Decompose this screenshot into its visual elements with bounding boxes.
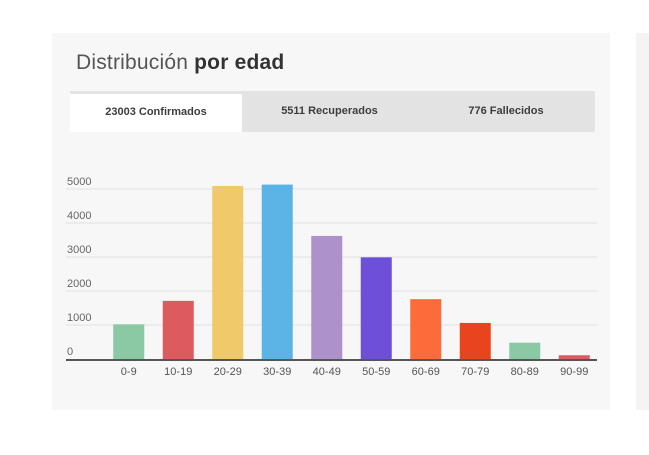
bar-80-89[interactable] xyxy=(509,342,541,359)
chart-y-ticks: 0 1000 2000 3000 4000 5000 xyxy=(67,176,91,358)
bar-20-29[interactable] xyxy=(212,185,244,359)
x-tick-label: 70-79 xyxy=(461,366,489,378)
x-tick-label: 60-69 xyxy=(412,366,440,378)
bar-10-19[interactable] xyxy=(162,300,194,359)
chart-bars xyxy=(113,184,590,359)
y-tick-label: 0 xyxy=(67,346,73,358)
bar-30-39[interactable] xyxy=(261,184,293,359)
age-bar-chart: 0 1000 2000 3000 4000 5000 0-9 10-19 20-29 30-39… xyxy=(66,176,597,378)
y-tick-label: 2000 xyxy=(67,278,91,290)
x-tick-label: 50-59 xyxy=(362,366,390,378)
x-tick-label: 90-99 xyxy=(560,366,588,378)
adjacent-panel-edge xyxy=(636,33,649,410)
bar-50-59[interactable] xyxy=(360,257,392,359)
card-title-regular: Distribución xyxy=(76,51,189,74)
x-tick-label: 0-9 xyxy=(121,366,137,378)
x-tick-label: 10-19 xyxy=(164,366,192,378)
x-tick-label: 30-39 xyxy=(263,366,291,378)
bar-40-49[interactable] xyxy=(311,235,343,359)
age-distribution-card: Distribución por edad 23003 Confirmados … xyxy=(52,33,610,410)
y-tick-label: 4000 xyxy=(67,210,91,222)
y-tick-label: 1000 xyxy=(67,312,91,324)
bar-90-99[interactable] xyxy=(558,355,590,359)
y-tick-label: 5000 xyxy=(67,176,91,188)
bar-60-69[interactable] xyxy=(410,299,442,359)
x-tick-label: 40-49 xyxy=(313,366,341,378)
y-tick-label: 3000 xyxy=(67,244,91,256)
tab-recuperados[interactable]: 5511 Recuperados xyxy=(281,105,378,117)
tab-confirmados[interactable]: 23003 Confirmados xyxy=(70,91,242,132)
tab-fallecidos[interactable]: 776 Fallecidos xyxy=(468,105,544,117)
bar-70-79[interactable] xyxy=(459,322,491,359)
x-tick-label: 80-89 xyxy=(511,366,539,378)
card-title-bold: por edad xyxy=(194,51,285,74)
chart-x-ticks: 0-9 10-19 20-29 30-39 40-49 50-59 60-69 70-79 80… xyxy=(121,366,589,378)
x-tick-label: 20-29 xyxy=(214,366,242,378)
card-title: Distribución por edad xyxy=(76,51,284,75)
tab-bar: 23003 Confirmados 5511 Recuperados 776 F… xyxy=(70,91,595,132)
bar-0-9[interactable] xyxy=(113,324,145,359)
